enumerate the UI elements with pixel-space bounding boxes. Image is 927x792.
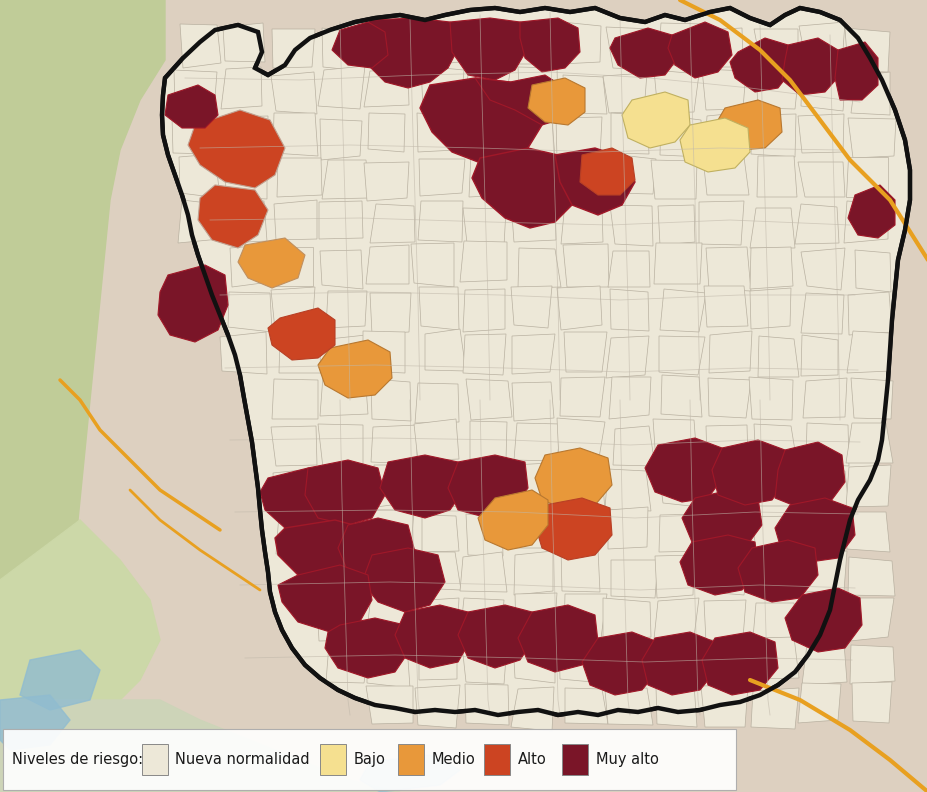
Polygon shape xyxy=(535,448,611,510)
Polygon shape xyxy=(581,632,659,695)
Polygon shape xyxy=(329,335,365,377)
Polygon shape xyxy=(272,379,318,419)
Polygon shape xyxy=(371,379,411,421)
Polygon shape xyxy=(607,507,647,549)
Polygon shape xyxy=(799,200,927,792)
Polygon shape xyxy=(271,426,317,466)
Polygon shape xyxy=(604,688,653,725)
Polygon shape xyxy=(511,687,553,731)
Polygon shape xyxy=(517,67,557,109)
Polygon shape xyxy=(224,157,267,199)
Polygon shape xyxy=(419,159,464,196)
Polygon shape xyxy=(411,243,453,287)
Polygon shape xyxy=(278,565,372,632)
Polygon shape xyxy=(850,72,889,115)
Polygon shape xyxy=(464,66,511,104)
Polygon shape xyxy=(707,462,752,505)
Polygon shape xyxy=(774,442,844,508)
Polygon shape xyxy=(512,115,554,158)
Polygon shape xyxy=(757,336,798,377)
Polygon shape xyxy=(803,551,846,592)
Polygon shape xyxy=(512,382,553,421)
Polygon shape xyxy=(756,71,798,109)
Polygon shape xyxy=(415,552,461,590)
Polygon shape xyxy=(657,23,703,67)
Polygon shape xyxy=(603,598,651,641)
Polygon shape xyxy=(750,114,795,157)
Polygon shape xyxy=(463,289,504,332)
Polygon shape xyxy=(556,160,603,202)
Polygon shape xyxy=(806,423,848,466)
Polygon shape xyxy=(610,560,657,598)
Polygon shape xyxy=(781,38,839,95)
Polygon shape xyxy=(800,293,843,334)
Polygon shape xyxy=(847,292,891,335)
Polygon shape xyxy=(698,201,743,245)
Polygon shape xyxy=(707,506,749,549)
Polygon shape xyxy=(514,159,561,200)
Polygon shape xyxy=(774,498,854,562)
Polygon shape xyxy=(511,286,552,328)
Polygon shape xyxy=(517,248,561,288)
Polygon shape xyxy=(730,38,791,92)
Polygon shape xyxy=(798,22,844,64)
Polygon shape xyxy=(803,602,847,640)
Polygon shape xyxy=(613,426,654,466)
Polygon shape xyxy=(362,548,445,612)
Polygon shape xyxy=(368,553,412,592)
Text: Alto: Alto xyxy=(517,752,546,767)
Polygon shape xyxy=(463,334,505,375)
Polygon shape xyxy=(416,113,455,152)
Polygon shape xyxy=(370,22,416,66)
Polygon shape xyxy=(365,245,409,284)
Polygon shape xyxy=(657,205,694,245)
Text: Muy alto: Muy alto xyxy=(595,752,658,767)
Polygon shape xyxy=(706,552,748,595)
Polygon shape xyxy=(165,85,218,128)
Polygon shape xyxy=(667,22,731,78)
Polygon shape xyxy=(851,682,891,723)
Polygon shape xyxy=(462,644,506,684)
Polygon shape xyxy=(753,29,797,66)
Polygon shape xyxy=(413,419,459,461)
Polygon shape xyxy=(610,113,648,154)
Polygon shape xyxy=(368,510,413,550)
Polygon shape xyxy=(422,515,459,552)
Polygon shape xyxy=(737,540,817,602)
Polygon shape xyxy=(654,598,698,639)
Text: Niveles de riesgo:: Niveles de riesgo: xyxy=(12,752,143,767)
Polygon shape xyxy=(463,208,505,246)
Polygon shape xyxy=(467,464,513,508)
Polygon shape xyxy=(318,466,362,510)
Polygon shape xyxy=(800,335,837,376)
Polygon shape xyxy=(679,118,749,172)
Polygon shape xyxy=(658,336,705,375)
Polygon shape xyxy=(370,293,411,334)
Polygon shape xyxy=(362,331,404,373)
Polygon shape xyxy=(365,686,413,724)
Polygon shape xyxy=(753,424,796,464)
Polygon shape xyxy=(171,114,216,154)
Polygon shape xyxy=(413,598,459,639)
Polygon shape xyxy=(605,336,648,378)
Polygon shape xyxy=(704,286,747,327)
Polygon shape xyxy=(846,331,889,373)
Polygon shape xyxy=(366,644,410,688)
Polygon shape xyxy=(363,70,409,107)
Polygon shape xyxy=(700,685,747,727)
Polygon shape xyxy=(371,425,416,464)
Polygon shape xyxy=(464,684,508,725)
Polygon shape xyxy=(20,650,100,710)
Polygon shape xyxy=(711,440,787,505)
Polygon shape xyxy=(654,243,701,284)
Text: Medio: Medio xyxy=(431,752,475,767)
Polygon shape xyxy=(273,469,311,512)
Polygon shape xyxy=(701,639,747,681)
Polygon shape xyxy=(845,465,890,507)
Polygon shape xyxy=(271,72,317,114)
Polygon shape xyxy=(750,516,790,556)
Polygon shape xyxy=(757,552,801,596)
Polygon shape xyxy=(420,78,541,162)
Polygon shape xyxy=(559,508,597,551)
